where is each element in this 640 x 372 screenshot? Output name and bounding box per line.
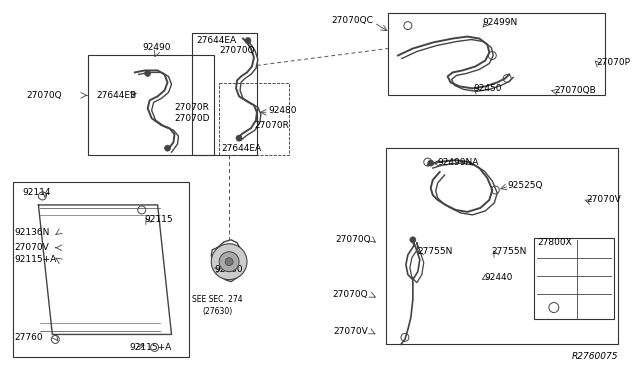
Text: 27070R: 27070R bbox=[175, 103, 209, 112]
Text: 92115+A: 92115+A bbox=[15, 255, 57, 264]
Text: 92499N: 92499N bbox=[483, 18, 518, 27]
Text: 27644EA: 27644EA bbox=[196, 36, 236, 45]
Text: 27070P: 27070P bbox=[596, 58, 630, 67]
Circle shape bbox=[211, 244, 247, 280]
Circle shape bbox=[410, 237, 416, 243]
Text: 27070V: 27070V bbox=[15, 243, 49, 252]
Text: 27070Q: 27070Q bbox=[335, 235, 371, 244]
Text: 92115: 92115 bbox=[145, 215, 173, 224]
Text: SEE SEC. 274: SEE SEC. 274 bbox=[192, 295, 243, 304]
Bar bbox=[219, 83, 289, 155]
Text: 92114: 92114 bbox=[22, 189, 51, 198]
Text: 92480: 92480 bbox=[269, 106, 298, 115]
Bar bbox=[534, 238, 614, 320]
Text: 27755N: 27755N bbox=[492, 247, 527, 256]
Text: 27070QC: 27070QC bbox=[332, 16, 373, 25]
Text: 27070V: 27070V bbox=[587, 195, 621, 205]
Text: 27760: 27760 bbox=[15, 333, 44, 342]
Bar bbox=[88, 55, 214, 155]
Circle shape bbox=[219, 252, 239, 272]
Bar bbox=[386, 148, 618, 344]
Text: 27644EA: 27644EA bbox=[221, 144, 261, 153]
Text: R2760075: R2760075 bbox=[572, 352, 618, 361]
Text: 27070Q: 27070Q bbox=[27, 91, 62, 100]
Bar bbox=[193, 33, 257, 155]
Text: 92490: 92490 bbox=[142, 43, 171, 52]
Circle shape bbox=[236, 135, 242, 141]
Text: 27070Q: 27070Q bbox=[219, 46, 255, 55]
Text: 92440: 92440 bbox=[484, 273, 513, 282]
Circle shape bbox=[164, 145, 170, 151]
Text: 27070V: 27070V bbox=[333, 327, 368, 336]
Bar bbox=[388, 13, 605, 95]
Text: 27800X: 27800X bbox=[537, 238, 572, 247]
Text: 92525Q: 92525Q bbox=[507, 180, 543, 189]
Text: 92115+A: 92115+A bbox=[130, 343, 172, 352]
Text: 27070D: 27070D bbox=[175, 114, 210, 123]
Circle shape bbox=[225, 258, 233, 266]
Text: 27070R: 27070R bbox=[254, 121, 289, 130]
Text: 27755N: 27755N bbox=[418, 247, 453, 256]
Text: 92100: 92100 bbox=[214, 265, 243, 274]
Text: (27630): (27630) bbox=[202, 307, 232, 316]
Text: 92136N: 92136N bbox=[15, 228, 50, 237]
Text: 92450: 92450 bbox=[474, 84, 502, 93]
Circle shape bbox=[145, 70, 150, 76]
Circle shape bbox=[428, 160, 434, 166]
Text: 27070Q: 27070Q bbox=[333, 290, 368, 299]
Text: 27644EB: 27644EB bbox=[96, 91, 136, 100]
Bar bbox=[13, 182, 189, 357]
Text: 92499NA: 92499NA bbox=[438, 158, 479, 167]
Text: 27070QB: 27070QB bbox=[554, 86, 596, 95]
Circle shape bbox=[245, 38, 251, 44]
